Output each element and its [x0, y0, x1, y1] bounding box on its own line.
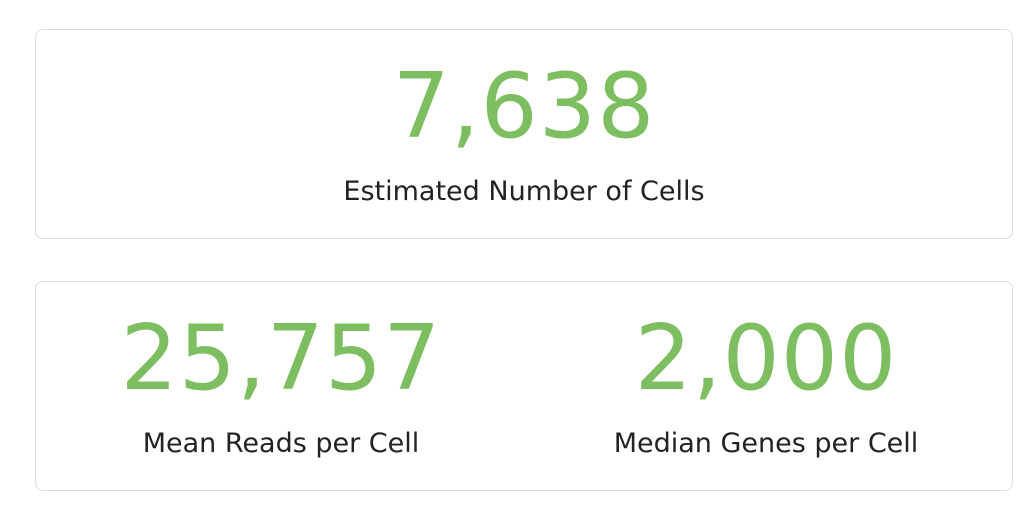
median-genes-label: Median Genes per Cell — [613, 428, 919, 459]
mean-reads-value: 25,757 — [120, 306, 442, 411]
cells-metric: 7,638 Estimated Number of Cells — [36, 54, 1012, 207]
estimated-cells-label: Estimated Number of Cells — [343, 176, 705, 207]
estimated-cells-value: 7,638 — [392, 54, 656, 159]
reads-metric: 25,757 Mean Reads per Cell — [106, 306, 456, 459]
reads-genes-metric-card: 25,757 Mean Reads per Cell 2,000 Median … — [35, 281, 1013, 491]
mean-reads-label: Mean Reads per Cell — [142, 428, 420, 459]
cells-metric-card: 7,638 Estimated Number of Cells — [35, 29, 1013, 239]
median-genes-value: 2,000 — [634, 306, 898, 411]
genes-metric: 2,000 Median Genes per Cell — [591, 306, 941, 459]
